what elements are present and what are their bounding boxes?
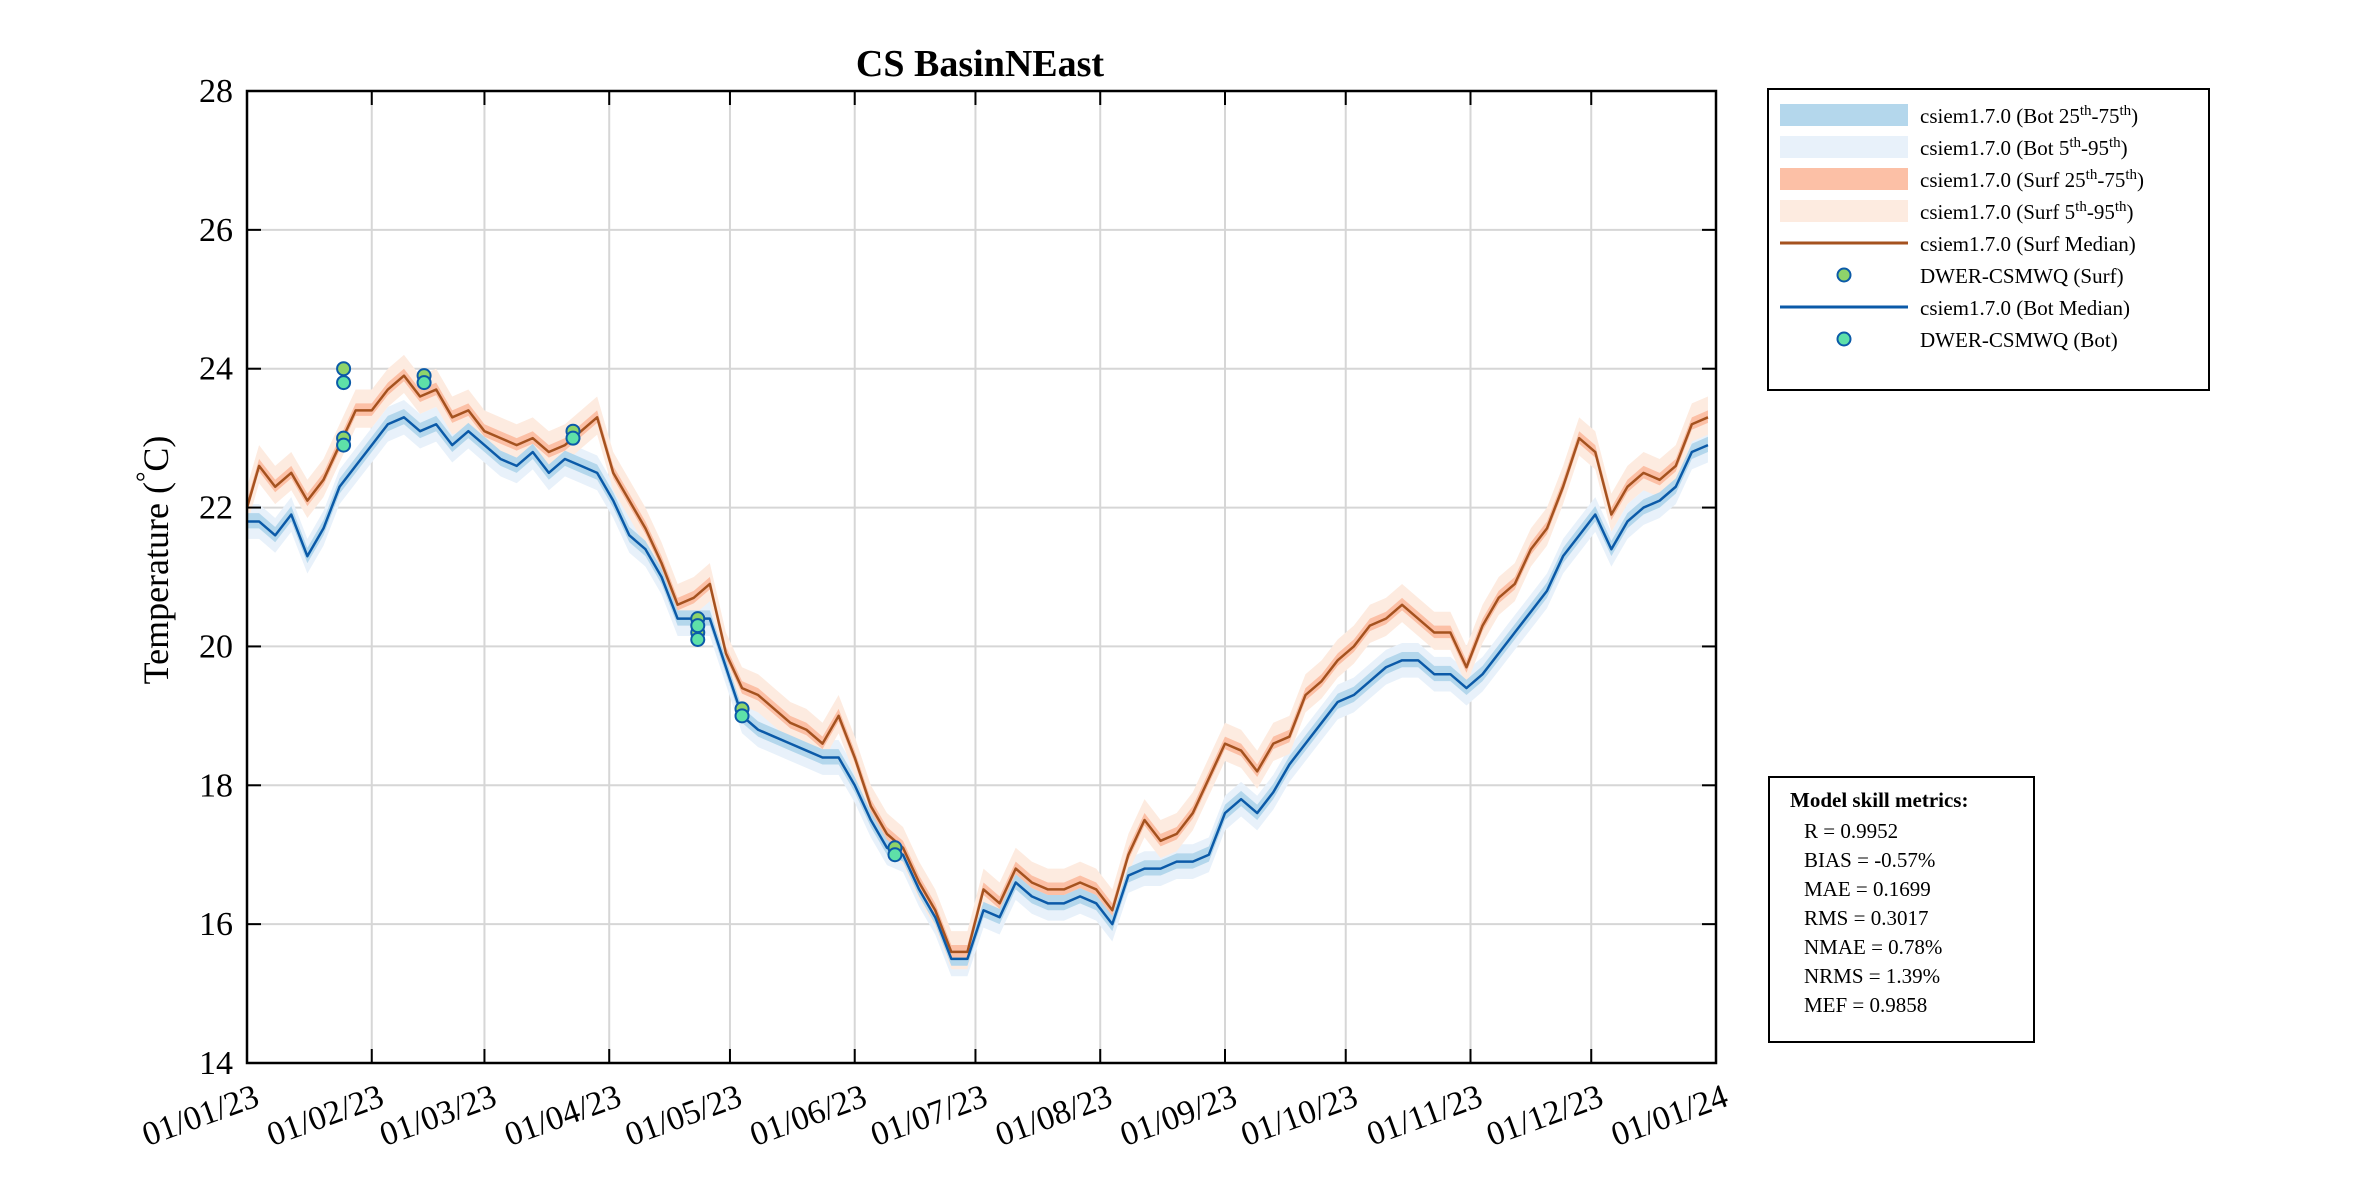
legend-marker (1836, 267, 1852, 283)
metric-nrms: NRMS = 1.39% (1804, 964, 1941, 988)
skill-metrics-box: Model skill metrics: R = 0.9952 BIAS = -… (1768, 776, 2035, 1043)
x-tick-label: 01/07/23 (866, 1078, 992, 1154)
legend-label: csiem1.7.0 (Surf 25th-75th) (1920, 167, 2144, 192)
y-tick-label: 24 (199, 351, 233, 388)
x-tick-label: 01/01/23 (137, 1078, 263, 1154)
bot-median-line (247, 416, 1709, 961)
obs-surf-point (336, 361, 352, 377)
legend-label: DWER-CSMWQ (Surf) (1920, 264, 2124, 288)
y-tick-label: 20 (199, 628, 233, 665)
x-tick-label: 01/09/23 (1115, 1078, 1241, 1154)
plot-area: 14 16 18 20 22 24 26 28 01/01/2301/02/2301/03/23… (137, 73, 1732, 1154)
x-tick-label: 01/05/23 (620, 1078, 746, 1154)
legend: csiem1.7.0 (Bot 25th-75th) csiem1.7.0 (Bo… (1767, 88, 2210, 391)
x-tick-label: 01/08/23 (991, 1078, 1117, 1154)
axes-frame (245, 89, 1718, 1065)
y-tick-label: 22 (199, 490, 233, 527)
legend-label: csiem1.7.0 (Bot Median) (1920, 296, 2130, 320)
x-tick-label: 01/01/24 (1606, 1078, 1732, 1154)
obs-bot-point (690, 631, 706, 647)
obs-bot-point (887, 847, 903, 863)
metric-r: R = 0.9952 (1804, 819, 1899, 843)
legend-swatch (1780, 136, 1908, 158)
skill-metrics-title: Model skill metrics: (1790, 788, 1969, 812)
x-tick-label: 01/06/23 (745, 1078, 871, 1154)
legend-label: csiem1.7.0 (Bot 25th-75th) (1920, 103, 2138, 128)
legend-swatch (1780, 200, 1908, 222)
obs-bot-point (690, 618, 706, 634)
x-tick-label: 01/03/23 (375, 1078, 501, 1154)
legend-label: DWER-CSMWQ (Bot) (1920, 328, 2118, 352)
x-tick-label: 01/04/23 (500, 1078, 626, 1154)
legend-label: csiem1.7.0 (Surf 5th-95th) (1920, 199, 2134, 224)
legend-swatch (1780, 168, 1908, 190)
obs-bot-point (416, 375, 432, 391)
x-tick-label: 01/11/23 (1362, 1078, 1487, 1154)
x-tick-label: 01/12/23 (1482, 1078, 1608, 1154)
metric-mef: MEF = 0.9858 (1804, 993, 1928, 1017)
y-tick-label: 26 (199, 212, 233, 249)
metric-bias: BIAS = -0.57% (1804, 848, 1936, 872)
obs-bot-point (734, 708, 750, 724)
metric-rms: RMS = 0.3017 (1804, 906, 1929, 930)
y-tick-label: 18 (199, 767, 233, 804)
surf-median-line (245, 374, 1709, 954)
metric-mae: MAE = 0.1699 (1804, 877, 1931, 901)
obs-bot-point (336, 375, 352, 391)
legend-label: csiem1.7.0 (Bot 5th-95th) (1920, 135, 2128, 160)
legend-label: csiem1.7.0 (Surf Median) (1920, 232, 2136, 256)
y-tick-label: 14 (199, 1045, 233, 1082)
obs-bot-point (565, 430, 581, 446)
y-tick-label: 28 (199, 73, 233, 110)
chart-title: CS BasinNEast (856, 43, 1104, 85)
y-tick-label: 16 (199, 906, 233, 943)
metric-nmae: NMAE = 0.78% (1804, 935, 1943, 959)
legend-swatch (1780, 104, 1908, 126)
y-axis-label: Temperature (°C) (131, 436, 176, 685)
x-tick-label: 01/10/23 (1236, 1078, 1362, 1154)
obs-bot-point (336, 437, 352, 453)
x-tick-label: 01/02/23 (262, 1078, 388, 1154)
legend-marker (1836, 331, 1852, 347)
